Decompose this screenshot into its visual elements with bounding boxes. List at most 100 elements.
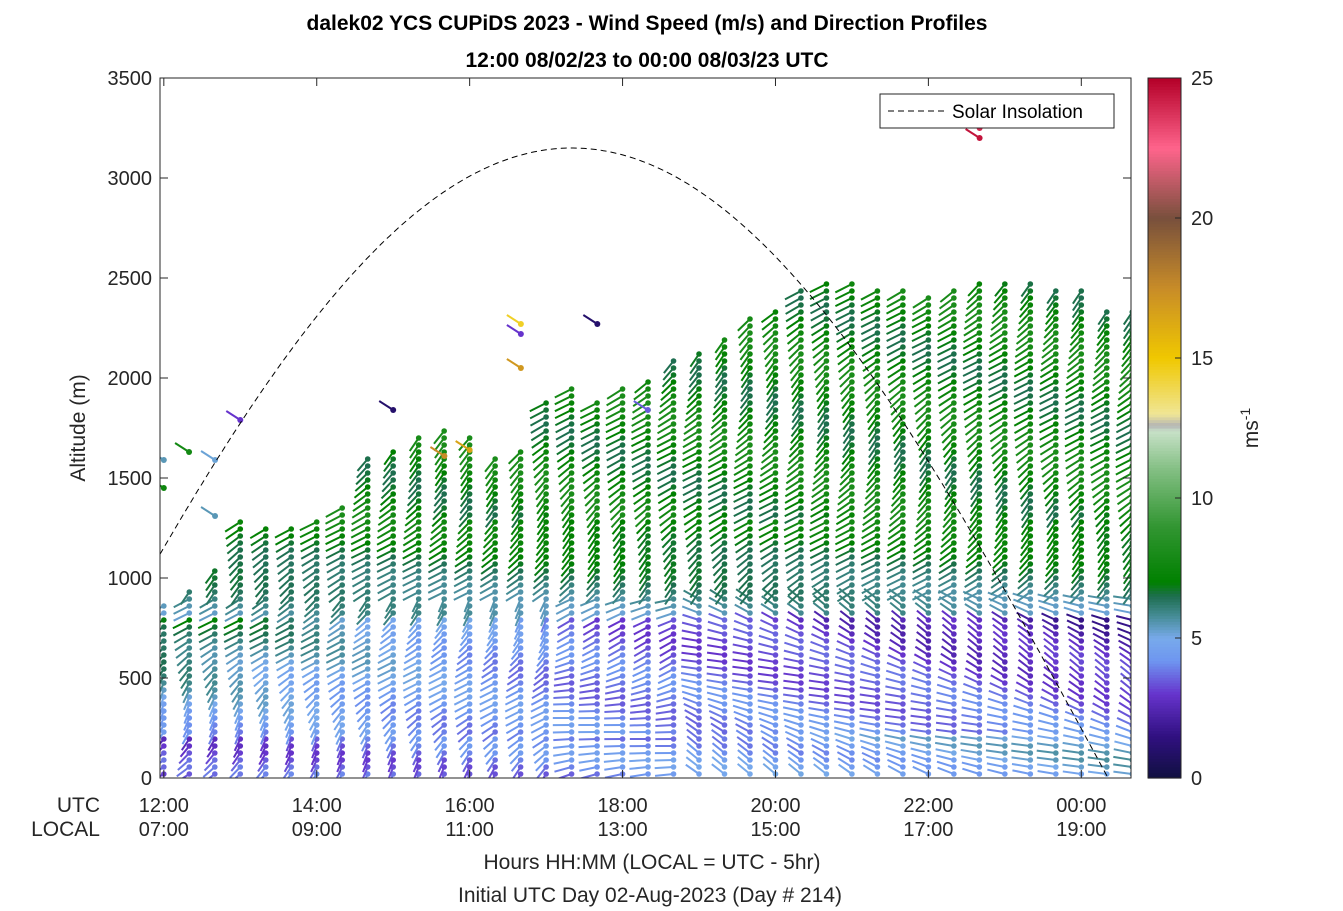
wind-point: [874, 673, 881, 679]
wind-point: [619, 722, 626, 728]
wind-point: [517, 491, 524, 497]
wind-barb: [1014, 360, 1031, 371]
wind-point: [568, 491, 575, 497]
wind-point: [823, 687, 830, 693]
wind-point: [670, 743, 677, 749]
wind-point: [925, 764, 932, 770]
wind-point: [696, 386, 702, 392]
wind-barb: [783, 665, 802, 670]
wind-point: [415, 722, 422, 728]
wind-point: [1002, 652, 1008, 658]
wind-barb: [454, 556, 471, 568]
wind-barb: [835, 549, 853, 559]
wind-point: [747, 393, 753, 399]
wind-barb: [629, 717, 649, 721]
wind-point: [211, 596, 218, 602]
wind-point: [441, 435, 447, 441]
wind-barb: [1115, 479, 1131, 491]
wind-point: [492, 708, 498, 714]
wind-point: [849, 659, 855, 665]
wind-point: [670, 659, 677, 665]
colorbar-segment: [1148, 531, 1181, 535]
wind-point: [849, 680, 855, 686]
wind-point: [568, 673, 575, 679]
wind-point: [772, 624, 779, 630]
wind-barb: [786, 325, 802, 338]
wind-barb: [553, 675, 572, 681]
wind-barb: [988, 388, 1006, 399]
wind-point: [951, 337, 957, 343]
wind-point: [441, 764, 447, 770]
wind-barb: [605, 437, 624, 448]
wind-point: [747, 652, 753, 658]
wind-barb: [532, 451, 547, 464]
wind-point: [645, 477, 651, 483]
wind-barb: [757, 665, 776, 670]
wind-point: [696, 540, 702, 546]
wind-point: [900, 610, 906, 616]
wind-barb: [377, 661, 394, 671]
wind-point: [1027, 694, 1034, 700]
wind-point: [951, 722, 957, 728]
wind-barb: [605, 430, 624, 441]
wind-point: [976, 400, 983, 406]
wind-point: [415, 512, 422, 518]
wind-point: [262, 589, 269, 595]
wind-barb: [707, 486, 725, 496]
wind-barb: [300, 542, 318, 553]
wind-point: [823, 512, 830, 518]
colorbar-segment: [1148, 752, 1181, 757]
wind-point: [1103, 442, 1110, 448]
wind-point: [747, 442, 753, 448]
wind-barb: [173, 605, 190, 615]
wind-point: [645, 456, 651, 462]
wind-point: [415, 526, 422, 532]
wind-point: [823, 603, 830, 609]
wind-point: [543, 603, 549, 609]
wind-barb: [706, 685, 725, 691]
wind-point: [1078, 449, 1085, 455]
wind-point: [415, 729, 422, 735]
colorbar-segment: [1148, 204, 1181, 208]
wind-point: [925, 624, 932, 630]
wind-point: [1129, 330, 1131, 336]
wind-barb: [964, 311, 980, 324]
wind-barb: [352, 675, 369, 685]
wind-point: [976, 617, 983, 623]
wind-point: [619, 393, 626, 399]
wind-point: [594, 512, 600, 518]
wind-barb: [937, 675, 955, 684]
wind-point: [594, 519, 600, 525]
wind-barb: [223, 626, 241, 636]
colorbar-segment: [1148, 419, 1181, 423]
colorbar-segment: [1148, 685, 1181, 689]
wind-point: [951, 512, 957, 518]
wind-barb: [1013, 416, 1031, 427]
wind-barb: [757, 672, 776, 677]
wind-barb: [658, 402, 675, 415]
wind-barb: [428, 668, 445, 678]
colorbar-segment: [1148, 568, 1181, 572]
wind-point: [415, 540, 422, 546]
wind-point: [313, 638, 320, 644]
wind-barb: [762, 332, 777, 346]
wind-point: [262, 624, 269, 630]
wind-barb: [809, 528, 827, 539]
wind-barb: [1063, 726, 1082, 733]
wind-point: [696, 554, 702, 560]
wind-barb: [1114, 732, 1131, 740]
wind-barb: [859, 721, 878, 726]
wind-point: [874, 358, 881, 364]
wind-barb: [938, 556, 955, 568]
wind-point: [951, 547, 957, 553]
wind-point: [1103, 463, 1110, 469]
wind-barb: [886, 346, 904, 357]
wind-point: [390, 484, 396, 490]
wind-barb: [326, 661, 343, 671]
wind-barb: [808, 664, 827, 670]
wind-barb: [277, 563, 292, 576]
wind-point: [262, 561, 269, 567]
wind-barb: [1090, 423, 1108, 433]
wind-point: [211, 673, 218, 679]
wind-point: [415, 470, 422, 476]
